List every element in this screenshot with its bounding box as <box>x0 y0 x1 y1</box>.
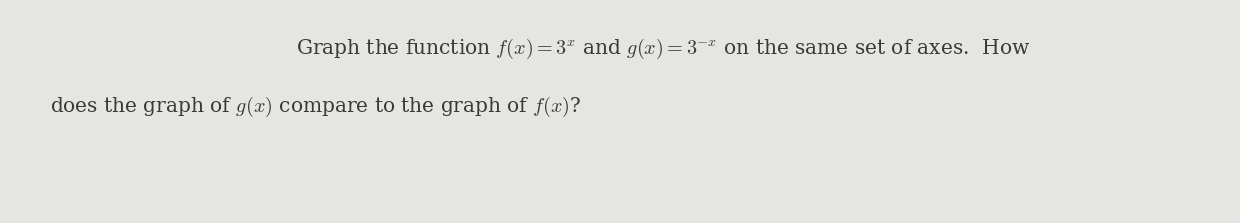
Text: does the graph of $g(x)$ compare to the graph of $f(x)$?: does the graph of $g(x)$ compare to the … <box>50 95 582 119</box>
Text: Graph the function $f(x) = 3^x$ and $g(x) = 3^{-x}$ on the same set of axes.  Ho: Graph the function $f(x) = 3^x$ and $g(x… <box>296 37 1030 61</box>
